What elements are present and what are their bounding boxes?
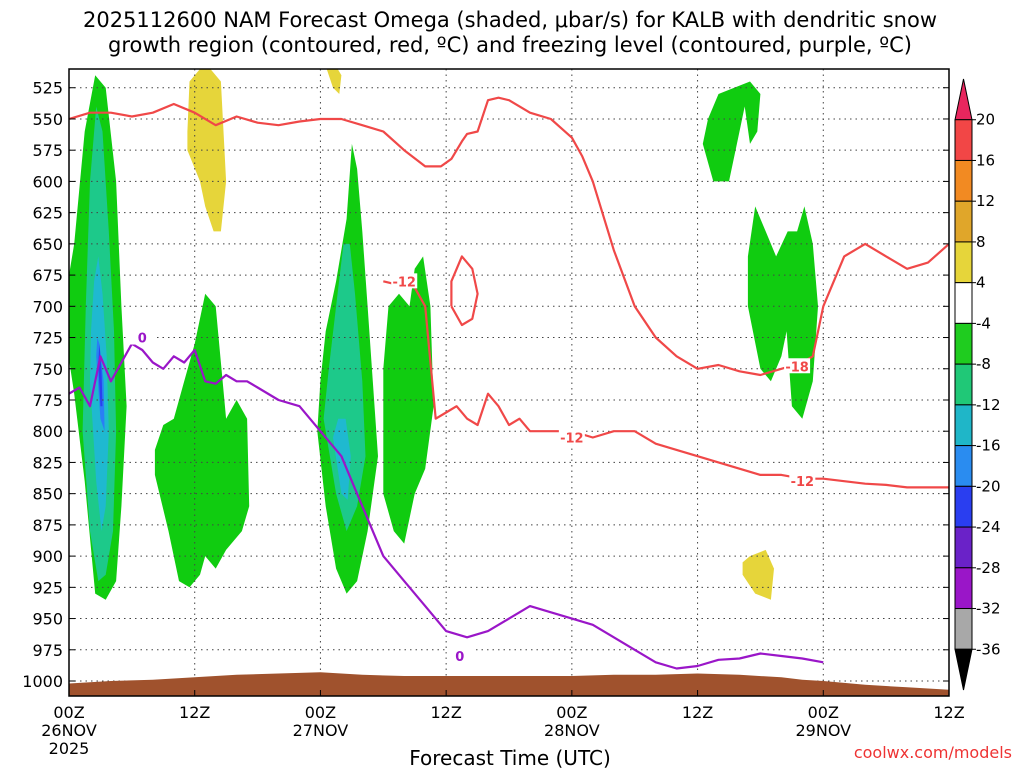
grid-layer [69,69,949,696]
y-tick-label-750: 750 [32,360,63,379]
colorbar-segment-4 [954,241,973,284]
y-tick-label-800: 800 [32,422,63,441]
omega-shading-layer [69,69,818,600]
y-tick-label-850: 850 [32,485,63,504]
y-tick-label-825: 825 [32,453,63,472]
x-tick-date-4: 28NOV [544,721,600,740]
colorbar-label-4: 4 [976,274,986,292]
contour-label-bg-5 [446,648,473,664]
contour-label-0: -12 [392,275,416,290]
contour-line-1 [383,280,949,489]
terrain-fill [69,672,949,696]
y-tick-label-550: 550 [32,110,63,129]
omega-region-10 [702,81,761,182]
colorbar-label-8: -16 [976,437,1001,455]
colorbar-label-13: -36 [976,640,1001,658]
contour-label-5: 0 [455,650,464,665]
colorbar-segment-1 [954,119,973,161]
contour-labels-layer: -12 -12 -12 -18 0 0 [129,273,816,665]
colorbar-label-0: 20 [976,111,995,129]
contour-label-bg-0 [391,273,418,289]
y-tick-label-650: 650 [32,235,63,254]
y-axis: 525 550 575 600 625 650 675 700 725 750 775 800 825 8… [22,79,949,691]
contour-label-bg-4 [129,329,156,345]
x-tick-label-4: 00Z [556,703,587,722]
x-tick-label-5: 12Z [682,703,713,722]
colorbar-segment-11 [954,526,973,569]
y-tick-label-600: 600 [32,172,63,191]
colorbar-label-10: -24 [976,518,1001,536]
colorbar-label-12: -32 [976,600,1001,618]
omega-region-7 [383,256,434,544]
y-tick-label-625: 625 [32,204,63,223]
x-tick-label-7: 12Z [933,703,964,722]
contour-label-4: 0 [138,332,147,347]
credit-text: coolwx.com/models [854,743,1012,762]
y-tick-label-875: 875 [32,516,63,535]
colorbar-label-3: 8 [976,233,986,251]
colorbar-segment-5 [954,282,973,324]
x-tick-date-6: 29NOV [795,721,851,740]
omega-region-13 [326,69,342,94]
y-tick-label-1000: 1000 [22,672,63,691]
chart-title-line1: 2025112600 NAM Forecast Omega (shaded, μ… [83,8,937,32]
colorbar: 20 16 12 8 4 -4 -8 -12 -16 -20 -24 -28 -32 -36 [954,78,1001,691]
x-tick-year-0: 2025 [49,739,90,758]
omega-region-5 [154,293,250,588]
colorbar-segment-3 [954,200,973,243]
x-tick-label-0: 00Z [53,703,84,722]
y-tick-label-975: 975 [32,641,63,660]
contour-label-bg-2 [789,473,816,489]
colorbar-segment-12 [954,567,973,610]
colorbar-segment-2 [954,159,973,202]
colorbar-label-11: -28 [976,559,1001,577]
contour-label-1: -12 [560,431,584,446]
y-tick-label-925: 925 [32,578,63,597]
x-tick-label-2: 00Z [305,703,336,722]
colorbar-label-2: 12 [976,192,995,210]
colorbar-label-5: -4 [976,314,991,332]
x-tick-label-6: 00Z [808,703,839,722]
y-tick-label-700: 700 [32,297,63,316]
plot-frame [68,68,950,697]
colorbar-label-9: -20 [976,477,1001,495]
omega-region-14 [742,549,774,600]
colorbar-segment-9 [954,445,973,487]
contour-label-2: -12 [791,475,815,490]
contour-line-2 [450,255,479,327]
y-tick-label-950: 950 [32,610,63,629]
contour-label-bg-3 [784,358,811,374]
x-tick-date-2: 27NOV [293,721,349,740]
contour-line-3 [69,342,824,670]
y-tick-label-775: 775 [32,391,63,410]
y-tick-label-525: 525 [32,79,63,98]
colorbar-segment-13 [954,608,973,650]
y-tick-label-675: 675 [32,266,63,285]
colorbar-segment-6 [954,322,973,365]
terrain-layer [69,672,949,696]
colorbar-label-1: 16 [976,151,995,169]
omega-region-8 [323,243,366,532]
x-tick-label-1: 12Z [179,703,210,722]
y-tick-label-900: 900 [32,547,63,566]
contour-label-3: -18 [785,360,809,375]
colorbar-segment-0 [954,78,973,121]
chart-title-line2: growth region (contoured, red, ºC) and f… [108,33,912,57]
y-tick-label-725: 725 [32,329,63,348]
colorbar-segment-10 [954,485,973,528]
x-axis-label: Forecast Time (UTC) [409,746,611,768]
colorbar-segment-7 [954,363,973,406]
x-tick-date-0: 26NOV [41,721,97,740]
colorbar-label-6: -8 [976,355,991,373]
contour-label-bg-1 [558,429,585,445]
colorbar-label-7: -12 [976,396,1001,414]
colorbar-segment-14 [954,648,973,691]
y-tick-label-575: 575 [32,141,63,160]
x-tick-label-3: 12Z [430,703,461,722]
colorbar-segment-8 [954,404,973,447]
